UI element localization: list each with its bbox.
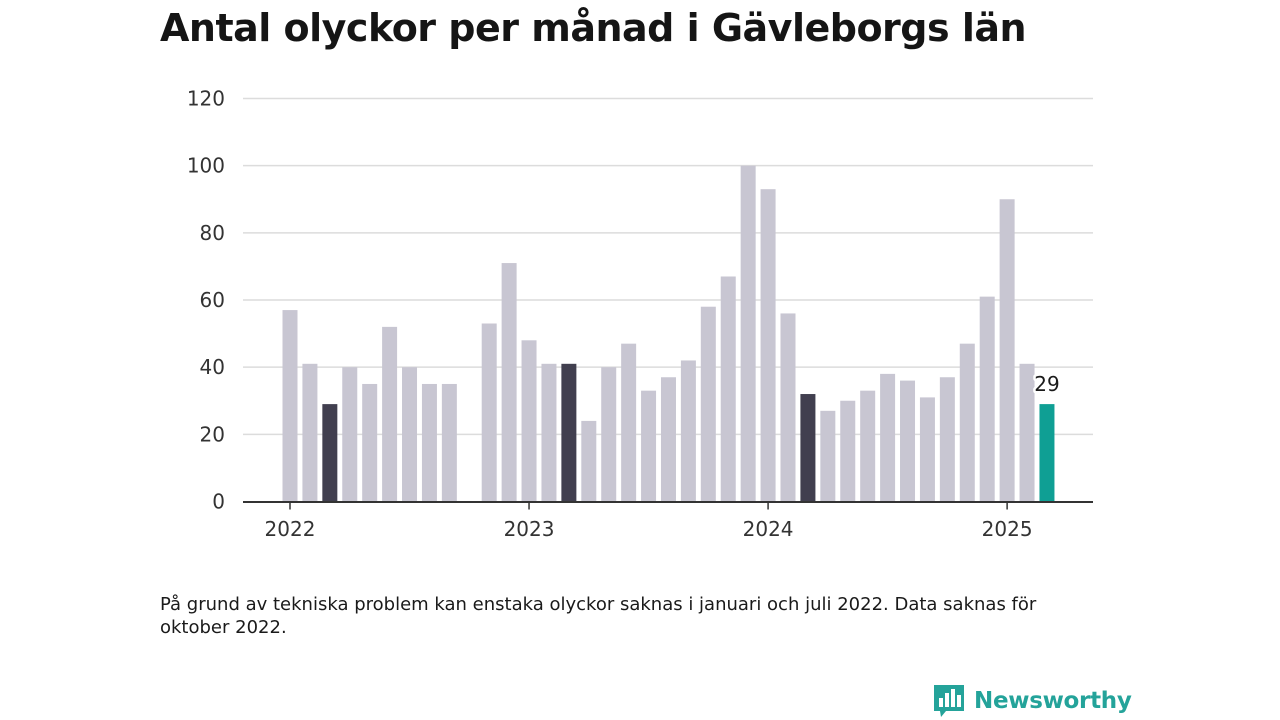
bar xyxy=(342,367,358,502)
bar xyxy=(959,343,975,502)
bar xyxy=(621,343,637,502)
x-tick-label: 2025 xyxy=(982,517,1033,541)
y-tick-label: 80 xyxy=(200,221,225,245)
bar xyxy=(780,313,796,502)
bar xyxy=(421,383,437,502)
newsworthy-logo-icon xyxy=(934,685,964,717)
y-tick-label: 0 xyxy=(212,490,225,514)
bar xyxy=(382,326,398,502)
data-label-current-month: 29 xyxy=(1034,372,1059,396)
bar xyxy=(999,199,1015,502)
bar xyxy=(880,373,896,502)
bar xyxy=(441,383,457,502)
x-tick-label: 2023 xyxy=(504,517,555,541)
bars xyxy=(282,165,1055,502)
bar xyxy=(641,390,657,502)
bar xyxy=(740,165,756,502)
bar xyxy=(919,397,935,502)
bar xyxy=(302,363,318,502)
labels: 0 20 40 60 80 100 120 2022 2023 2024 2025 29 xyxy=(187,87,1062,542)
bar xyxy=(760,189,776,502)
bar xyxy=(481,323,497,502)
footnote: På grund av tekniska problem kan enstaka… xyxy=(160,594,1037,638)
bar xyxy=(521,340,537,502)
bar xyxy=(900,380,916,502)
brand-name: Newsworthy xyxy=(974,688,1132,714)
newsworthy-brand[interactable]: Newsworthy xyxy=(932,683,1132,719)
bar xyxy=(660,377,676,502)
bar xyxy=(362,383,378,502)
bar xyxy=(581,420,597,502)
bar xyxy=(840,400,856,502)
bar xyxy=(860,390,876,502)
chart-title: Antal olyckor per månad i Gävleborgs län xyxy=(160,6,1027,50)
axes xyxy=(243,501,1093,510)
bar xyxy=(1039,404,1055,502)
bar xyxy=(501,263,517,502)
x-tick-label: 2022 xyxy=(265,517,316,541)
y-tick-label: 100 xyxy=(187,154,225,178)
bar-chart: 0 20 40 60 80 100 120 2022 2023 2024 2025 29 xyxy=(187,87,1093,542)
y-tick-label: 60 xyxy=(200,288,225,312)
bar xyxy=(820,410,836,502)
y-tick-label: 120 xyxy=(187,87,225,111)
bar xyxy=(601,367,617,502)
x-tick-label: 2024 xyxy=(743,517,794,541)
bar xyxy=(322,404,338,502)
y-tick-label: 20 xyxy=(200,422,225,446)
bar xyxy=(541,363,557,502)
bar xyxy=(979,296,995,502)
bar xyxy=(939,377,955,502)
bar xyxy=(282,310,298,502)
bar xyxy=(402,367,418,502)
bar xyxy=(800,394,816,502)
bar xyxy=(680,360,696,502)
y-tick-label: 40 xyxy=(200,355,225,379)
bar xyxy=(720,276,736,502)
bar xyxy=(1019,363,1035,502)
bar xyxy=(561,363,577,502)
bar xyxy=(700,306,716,502)
